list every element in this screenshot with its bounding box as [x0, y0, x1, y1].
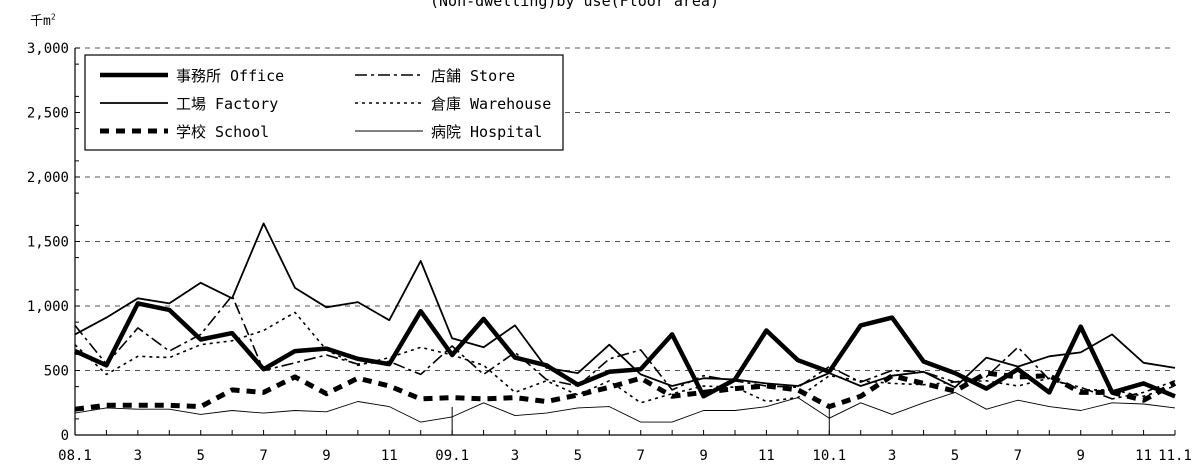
chart-title: (Non-dwelling)by use(Floor area) — [430, 0, 719, 10]
y-tick-label: 500 — [44, 364, 69, 380]
x-tick-label: 3 — [888, 448, 896, 464]
x-tick-label: 11 — [758, 448, 775, 464]
x-tick-label: 11 — [381, 448, 398, 464]
series-line — [74, 222, 1176, 389]
x-tick-label: 5 — [951, 448, 959, 464]
x-tick-label: 3 — [134, 448, 142, 464]
legend-label: 病院 Hospital — [431, 123, 542, 141]
legend-label: 事務所 Office — [176, 67, 284, 85]
series-line — [74, 301, 1176, 399]
series-line — [74, 311, 1176, 404]
x-tick-label: 5 — [574, 448, 582, 464]
y-tick-label: 2,000 — [27, 170, 69, 186]
x-tick-label: 7 — [259, 448, 267, 464]
y-tick-label: 1,500 — [27, 235, 69, 251]
x-tick-label: 09.1 — [435, 448, 469, 464]
series-line — [74, 391, 1176, 423]
legend-label: 工場 Factory — [176, 95, 278, 113]
y-tick-label: 0 — [61, 428, 69, 444]
x-tick-label: 11.1 — [1158, 448, 1192, 464]
x-tick-label: 9 — [699, 448, 707, 464]
x-tick-label: 11 — [1135, 448, 1152, 464]
series-line — [74, 370, 1177, 412]
x-tick-label: 08.1 — [58, 448, 92, 464]
legend-label: 店舗 Store — [431, 67, 515, 85]
x-tick-label: 3 — [511, 448, 519, 464]
y-tick-label: 1,000 — [27, 299, 69, 315]
y-tick-label: 2,500 — [27, 106, 69, 122]
x-tick-label: 9 — [322, 448, 330, 464]
legend-label: 倉庫 Warehouse — [431, 95, 551, 113]
x-tick-label: 10.1 — [812, 448, 846, 464]
legend-label: 学校 School — [176, 123, 269, 141]
x-tick-label: 5 — [196, 448, 204, 464]
x-tick-label: 9 — [1076, 448, 1084, 464]
x-tick-label: 7 — [636, 448, 644, 464]
y-axis-unit: 千m2 — [30, 12, 56, 29]
series-line — [74, 294, 1176, 400]
x-tick-label: 7 — [1014, 448, 1022, 464]
y-tick-label: 3,000 — [27, 41, 69, 57]
